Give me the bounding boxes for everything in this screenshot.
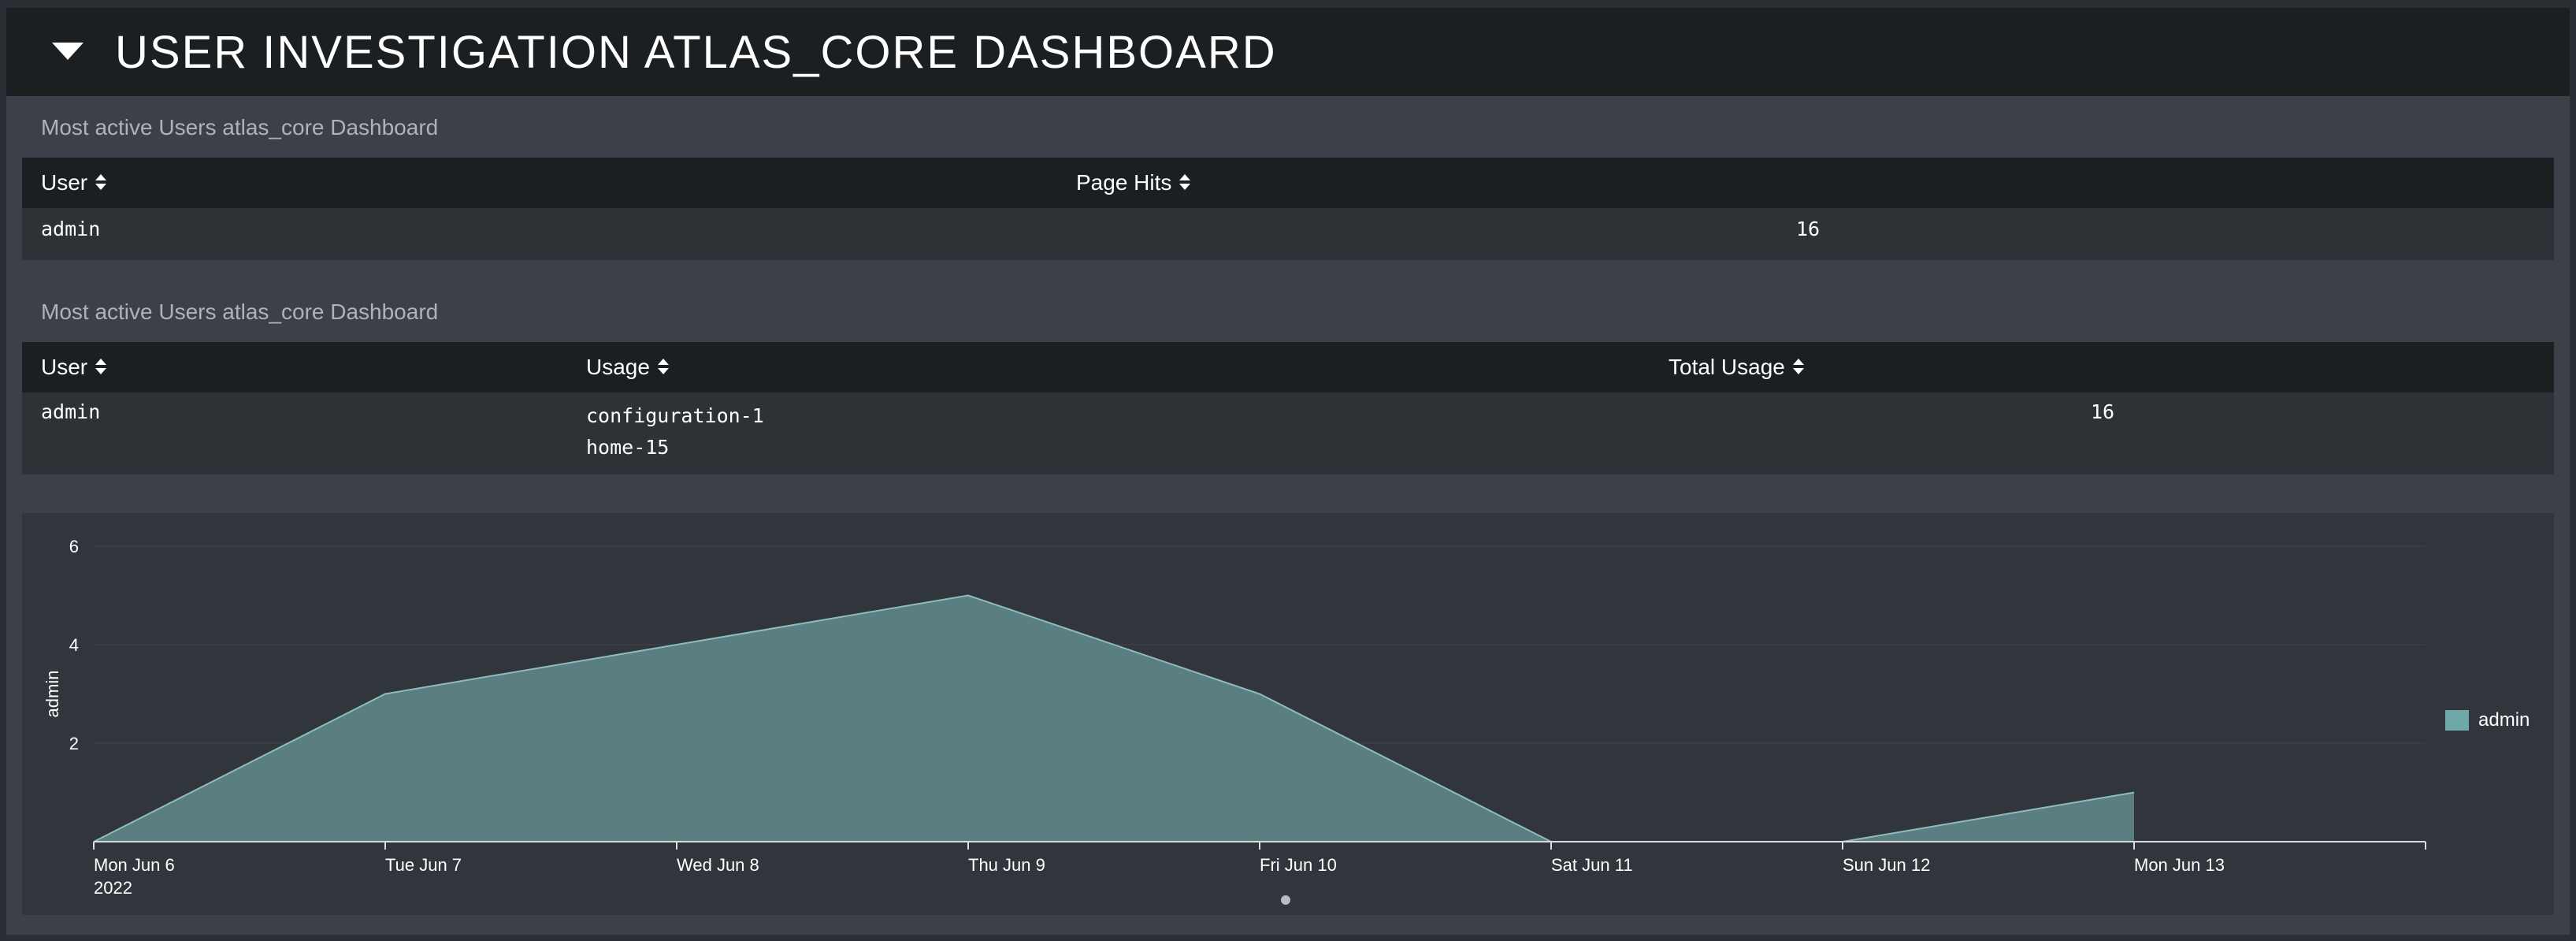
x-tick-label: Sun Jun 12 bbox=[1843, 855, 1930, 875]
column-header-usage[interactable]: Usage bbox=[586, 342, 669, 392]
series-line-admin bbox=[1842, 791, 2135, 842]
sort-icon bbox=[95, 355, 107, 380]
x-tick-label: Mon Jun 13 bbox=[2134, 855, 2225, 875]
table-row[interactable]: admin 16 bbox=[22, 208, 2554, 260]
panel-title-page-hits: Most active Users atlas_core Dashboard bbox=[41, 115, 439, 139]
column-header-user[interactable]: User bbox=[41, 158, 107, 208]
table-header: User Page Hits bbox=[22, 158, 2554, 208]
dashboard-section: USER INVESTIGATION ATLAS_CORE DASHBOARD … bbox=[6, 8, 2570, 935]
cell-user: admin bbox=[41, 218, 101, 240]
section-header: USER INVESTIGATION ATLAS_CORE DASHBOARD bbox=[6, 8, 2570, 96]
column-header-user[interactable]: User bbox=[41, 342, 107, 392]
table-row[interactable]: admin configuration-1 home-15 16 bbox=[22, 392, 2554, 474]
y-tick-label: 4 bbox=[69, 635, 79, 655]
cell-total-usage: 16 bbox=[2091, 400, 2115, 423]
usage-item: configuration-1 bbox=[586, 404, 764, 427]
panel-title-usage: Most active Users atlas_core Dashboard bbox=[41, 299, 439, 324]
sort-icon bbox=[657, 355, 669, 380]
dashboard-title: USER INVESTIGATION ATLAS_CORE DASHBOARD bbox=[115, 26, 1277, 78]
usage-area-chart: 2 4 6 admin Mon Jun 6 Tue Jun 7 Wed Jun 8 Thu J… bbox=[22, 513, 2554, 915]
x-tick-label: Fri Jun 10 bbox=[1260, 855, 1337, 875]
caret-down-icon bbox=[52, 43, 84, 61]
column-label: Page Hits bbox=[1076, 170, 1172, 195]
cell-usage: configuration-1 home-15 bbox=[586, 400, 764, 463]
cell-page-hits: 16 bbox=[1796, 218, 1821, 240]
table-header: User Usage Total Usage bbox=[22, 342, 2554, 392]
cell-user: admin bbox=[41, 400, 101, 423]
collapse-toggle[interactable] bbox=[20, 8, 115, 96]
column-header-total-usage[interactable]: Total Usage bbox=[1668, 342, 1804, 392]
pager-dot[interactable] bbox=[1281, 895, 1290, 905]
column-label: User bbox=[41, 170, 88, 195]
column-header-page-hits[interactable]: Page Hits bbox=[1076, 158, 1191, 208]
sort-icon bbox=[1792, 355, 1804, 380]
x-tick-label: Sat Jun 11 bbox=[1551, 855, 1633, 875]
x-tick-label: Tue Jun 7 bbox=[385, 855, 462, 875]
page-hits-table: User Page Hits admin 16 bbox=[22, 158, 2554, 260]
legend-label: admin bbox=[2478, 709, 2530, 731]
legend-swatch bbox=[2445, 710, 2469, 731]
x-tick-label: Thu Jun 9 bbox=[968, 855, 1045, 875]
column-label: User bbox=[41, 355, 88, 379]
y-tick-label: 6 bbox=[69, 537, 79, 556]
sort-icon bbox=[1179, 170, 1191, 195]
usage-item: home-15 bbox=[586, 436, 670, 459]
chart-svg: 2 4 6 admin Mon Jun 6 Tue Jun 7 Wed Jun 8 Thu J… bbox=[43, 537, 2426, 898]
column-label: Usage bbox=[586, 355, 650, 379]
x-tick-sublabel: 2022 bbox=[94, 878, 132, 898]
area-series-admin bbox=[94, 595, 1551, 842]
sort-icon bbox=[95, 170, 107, 195]
x-tick-label: Wed Jun 8 bbox=[677, 855, 759, 875]
series-line-admin bbox=[93, 594, 1552, 842]
legend-item-admin[interactable]: admin bbox=[2445, 709, 2530, 731]
column-label: Total Usage bbox=[1668, 355, 1785, 379]
y-axis-label: admin bbox=[43, 671, 62, 718]
y-tick-label: 2 bbox=[69, 734, 79, 753]
usage-table: User Usage Total Usage bbox=[22, 342, 2554, 474]
x-tick-label: Mon Jun 6 bbox=[94, 855, 175, 875]
